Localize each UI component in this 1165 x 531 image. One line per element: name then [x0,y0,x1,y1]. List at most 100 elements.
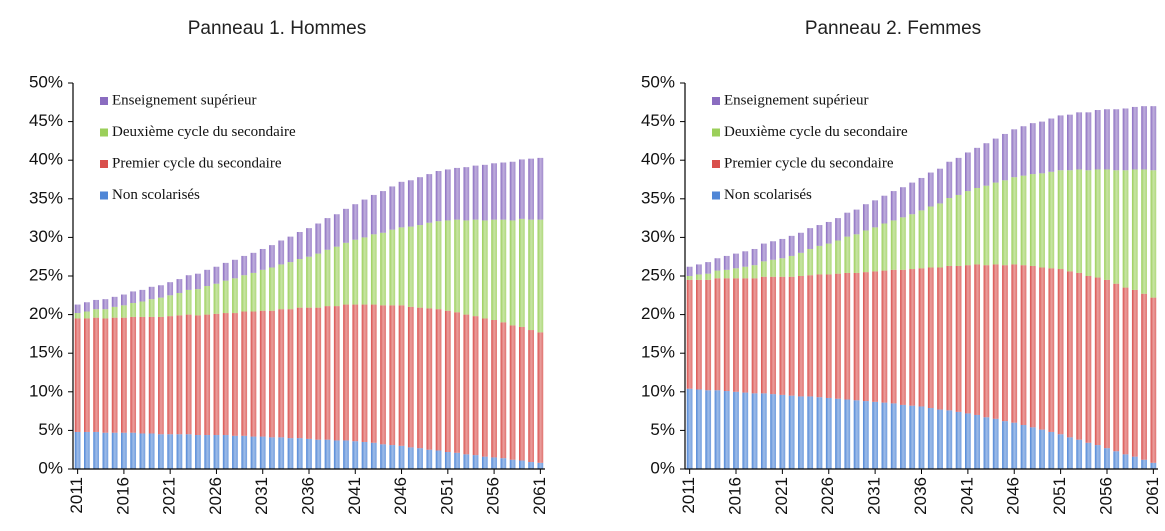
bar-segment [509,325,516,460]
bar-segment [417,307,423,449]
bar-segment [296,231,303,260]
bar-segment [232,435,238,469]
bar-segment [361,441,368,469]
bar-segment [491,320,497,458]
x-tick-label: 2031 [865,477,884,515]
bar-segment [1113,451,1120,469]
bar-segment [900,217,906,270]
bar-segment [454,167,460,220]
bar-segment [121,317,127,433]
bar-segment [992,264,999,419]
bar-segment [287,309,294,439]
bar-segment [705,390,712,469]
bar-segment [881,223,888,271]
bar-segment [74,431,81,469]
bar-segment [927,267,934,409]
bar-segment [1067,114,1073,171]
y-tick-label: 45% [641,111,675,130]
bar-segment [1150,297,1157,463]
bar-segment [909,269,916,406]
bar-segment [714,270,721,279]
bar-segment [306,228,312,257]
bar-segment [918,177,925,211]
bar-segment [816,274,823,398]
bar-segment [361,237,368,305]
bar-segment [463,220,470,315]
bar-segment [241,435,248,469]
bar-segment [158,316,164,435]
bar-segment [788,276,795,396]
x-tick-label: 2011 [679,477,698,514]
bar-segment [287,236,294,263]
bar-segment [816,397,823,469]
bar-segment [1085,442,1092,469]
bar-segment [417,225,423,308]
bar-segment [481,220,488,319]
bar-segment [250,436,257,469]
bar-segment [463,314,470,455]
bar-segment [751,393,758,469]
bar-segment [315,253,322,308]
bar-segment [1122,454,1129,469]
bar-segment [287,262,294,310]
bar-segment [900,269,906,405]
bar-segment [835,273,841,399]
bar-segment [1039,267,1045,430]
bar-segment [733,278,739,392]
bar-segment [139,301,146,317]
bar-segment [333,440,340,469]
bar-segment [1020,126,1027,176]
bar-segment [1039,173,1045,268]
bar-segment [853,234,860,273]
bar-segment [1104,169,1110,280]
bar-segment [1076,112,1083,170]
bar-segment [798,396,804,469]
bar-segment [389,186,396,230]
bar-segment [407,226,414,307]
bar-segment [825,397,832,469]
bar-segment [491,457,497,469]
bar-segment [528,462,534,469]
bar-segment [1150,170,1157,298]
bar-segment [315,439,322,469]
bar-segment [844,399,851,469]
bar-segment [93,309,100,318]
bar-segment [472,219,479,317]
bar-segment [259,436,266,469]
bar-segment [723,269,730,279]
bar-segment [259,248,266,270]
bar-segment [1113,109,1120,171]
bar-segment [222,435,229,469]
bar-segment [705,279,712,391]
bar-segment [751,278,758,394]
bar-segment [853,272,860,401]
bar-segment [816,225,823,246]
bar-segment [250,272,257,312]
bar-segment [195,273,201,290]
bar-segment [733,268,739,279]
legend-swatch [712,160,720,168]
bar-segment [955,265,962,412]
bar-segment [102,432,109,469]
bar-segment [139,316,146,434]
bar-segment [1029,427,1036,469]
bar-segment [927,206,934,268]
bar-segment [167,295,174,317]
legend-label: Enseignement supérieur [112,92,257,108]
bar-segment [528,158,534,220]
bar-segment [185,289,192,315]
bar-segment [454,219,460,313]
bar-segment [881,270,888,403]
bar-segment [825,243,832,275]
bar-segment [111,432,118,469]
bar-segment [370,194,377,235]
bar-segment [1141,293,1147,460]
legend-label: Premier cycle du secondaire [724,155,894,171]
y-tick-label: 10% [641,381,675,400]
bar-segment [742,251,749,267]
bar-segment [537,332,544,463]
bar-segment [185,275,192,290]
bar-segment [992,182,999,265]
bar-segment [964,265,971,414]
bar-segment [444,169,451,221]
